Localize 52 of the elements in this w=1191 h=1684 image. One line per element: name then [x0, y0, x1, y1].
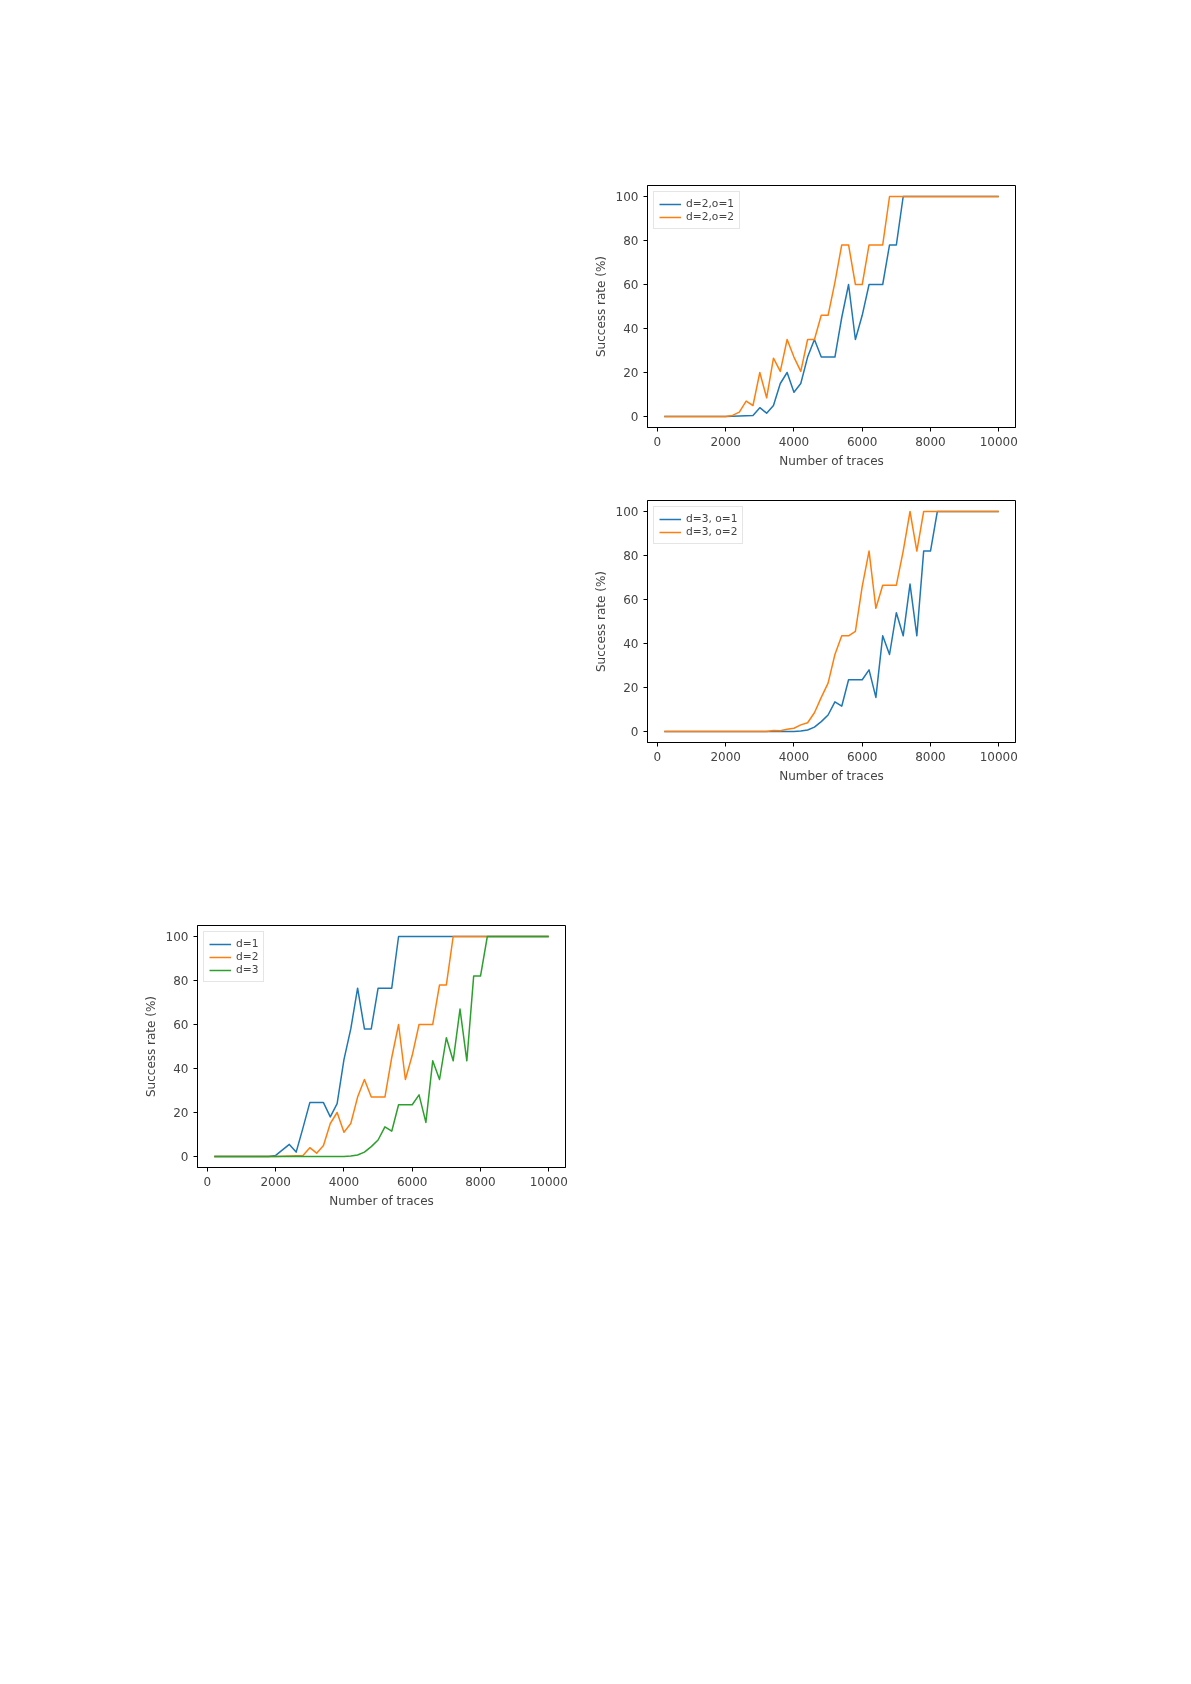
y-axis-title: Success rate (%)	[593, 570, 608, 673]
x-tick-label: 2000	[710, 434, 741, 449]
y-tick-label: 80	[173, 974, 189, 988]
y-tick-label: 100	[615, 505, 639, 519]
legend-label: d=2,o=1	[686, 197, 735, 210]
x-tick-label: 0	[653, 749, 662, 764]
x-tick-label: 4000	[778, 434, 810, 449]
y-tick-label: 20	[623, 366, 639, 380]
x-tick-label: 10000	[529, 1174, 568, 1189]
x-tick-label: 8000	[915, 434, 946, 449]
y-tick-label: 40	[623, 637, 639, 651]
y-tick-label: 0	[630, 410, 639, 424]
legend-label: d=1	[236, 937, 259, 950]
x-tick-label: 0	[653, 434, 662, 449]
y-tick-label: 80	[623, 549, 639, 563]
line-series	[663, 195, 1000, 418]
y-tick-label: 60	[173, 1018, 189, 1032]
y-tick-label: 0	[180, 1150, 189, 1164]
line-series	[663, 510, 1000, 733]
y-tick-label: 80	[623, 234, 639, 248]
x-axis-title: Number of traces	[329, 1193, 434, 1208]
y-tick-label: 100	[165, 930, 189, 944]
y-axis-title: Success rate (%)	[593, 255, 608, 358]
x-tick-label: 6000	[846, 749, 878, 764]
x-tick-label: 10000	[979, 749, 1018, 764]
line-series	[213, 935, 550, 1158]
x-tick-label: 10000	[979, 434, 1018, 449]
legend-label: d=3, o=2	[686, 525, 738, 538]
legend-label: d=2,o=2	[686, 210, 735, 223]
y-tick-label: 0	[630, 725, 639, 739]
y-tick-label: 100	[615, 190, 639, 204]
legend-label: d=3	[236, 963, 259, 976]
y-tick-label: 40	[623, 322, 639, 336]
x-axis-title: Number of traces	[779, 453, 884, 468]
x-tick-label: 0	[203, 1174, 212, 1189]
x-tick-label: 6000	[846, 434, 878, 449]
y-tick-label: 40	[173, 1062, 189, 1076]
x-tick-label: 8000	[465, 1174, 496, 1189]
x-tick-label: 2000	[710, 749, 741, 764]
legend-label: d=2	[236, 950, 259, 963]
x-tick-label: 8000	[915, 749, 946, 764]
y-tick-label: 20	[173, 1106, 189, 1120]
y-tick-label: 60	[623, 278, 639, 292]
x-axis-title: Number of traces	[779, 768, 884, 783]
x-tick-label: 6000	[396, 1174, 428, 1189]
x-tick-label: 2000	[260, 1174, 291, 1189]
x-tick-label: 4000	[328, 1174, 360, 1189]
y-axis-title: Success rate (%)	[143, 995, 158, 1098]
y-tick-label: 20	[623, 681, 639, 695]
y-tick-label: 60	[623, 593, 639, 607]
x-tick-label: 4000	[778, 749, 810, 764]
legend-label: d=3, o=1	[686, 512, 738, 525]
